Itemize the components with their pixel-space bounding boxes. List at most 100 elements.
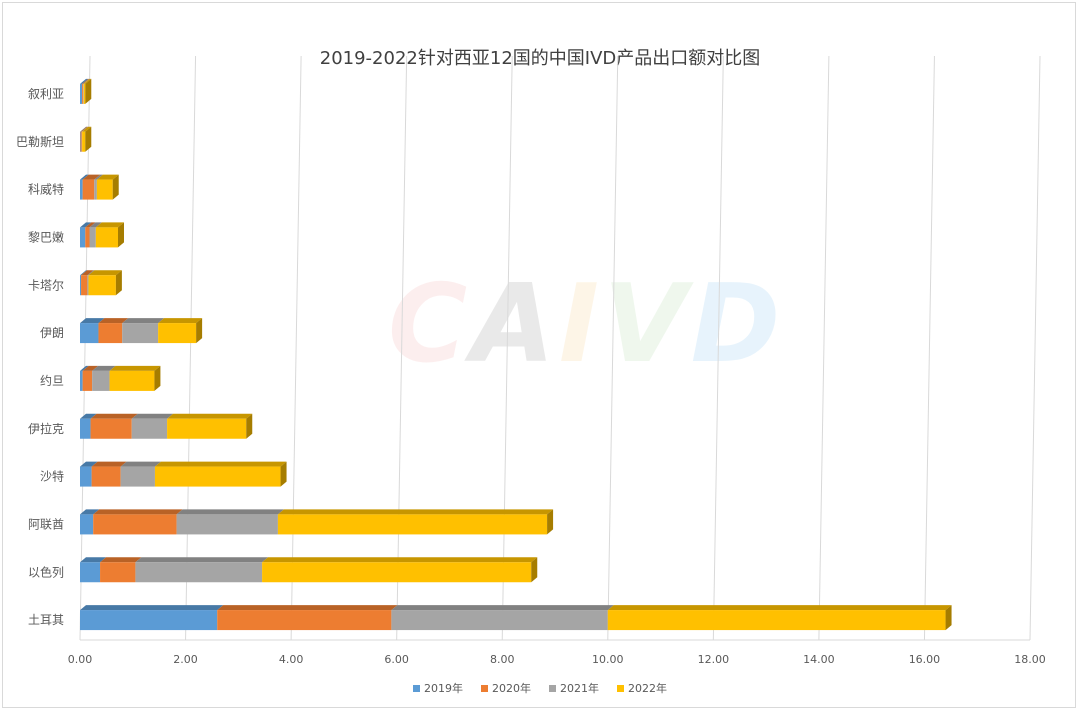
bar-segment-top: [262, 557, 538, 563]
bar-segment-top: [120, 461, 161, 467]
bar-segment: [80, 514, 94, 535]
legend-item: 2021年: [549, 680, 599, 696]
bar-segment: [80, 227, 86, 248]
gridline: [923, 55, 935, 641]
bar-segment: [80, 131, 82, 152]
bar-segment-side: [531, 557, 538, 583]
bar-segment: [80, 131, 81, 152]
bar-segment-top: [80, 126, 88, 132]
category-label: 伊拉克: [28, 421, 64, 436]
legend-swatch: [413, 684, 420, 692]
bar-segment-top: [80, 318, 105, 324]
bar-segment: [277, 514, 548, 535]
bar-segment-side: [196, 318, 203, 344]
bar-segment-top: [82, 78, 90, 84]
x-tick-label: 6.00: [384, 653, 409, 666]
bar-segment-top: [85, 222, 96, 228]
category-label: 沙特: [40, 469, 64, 484]
bar-segment-top: [82, 126, 92, 132]
x-tick-label: 2.00: [173, 653, 198, 666]
gridline: [607, 55, 619, 641]
bar-segment: [83, 83, 84, 104]
x-tick-label: 14.00: [803, 653, 835, 666]
bar-segment: [135, 562, 263, 583]
bar-segment: [82, 131, 86, 152]
bar-segment-top: [95, 222, 124, 228]
bar-segment-top: [98, 318, 129, 324]
bar-segment-side: [945, 605, 952, 631]
bar-segment-side: [85, 126, 92, 152]
bar-segment: [85, 227, 90, 248]
gridline: [501, 55, 513, 641]
bar-segment: [81, 131, 83, 152]
bar-segment: [89, 227, 96, 248]
bar-segment-side: [115, 270, 122, 296]
bar-segment-top: [81, 270, 94, 276]
bar-segment-top: [100, 557, 142, 563]
bar-segment: [120, 466, 155, 487]
gridline: [290, 55, 302, 641]
bar-segment-top: [154, 461, 287, 467]
legend-item: 2022年: [617, 680, 667, 696]
bar-segment-side: [280, 461, 287, 487]
bar-segment-top: [277, 509, 554, 515]
bar-segment: [87, 275, 89, 296]
bar-segment: [80, 562, 101, 583]
bar-segment-top: [87, 270, 95, 276]
bar-segment: [80, 610, 218, 631]
bar-segment: [167, 418, 247, 439]
bar-segment: [109, 370, 155, 391]
legend-item: 2020年: [481, 680, 531, 696]
legend-label: 2021年: [560, 682, 599, 695]
bar-segment-top: [88, 270, 122, 276]
bar-segment: [98, 323, 123, 344]
bar-segment: [94, 179, 97, 200]
legend-item: 2019年: [413, 680, 463, 696]
category-label: 科威特: [28, 182, 64, 197]
chart-legend: 2019年 2020年 2021年 2022年: [0, 680, 1080, 696]
bar-segment-side: [118, 222, 124, 248]
bar-segment: [88, 275, 116, 296]
legend-swatch: [481, 684, 488, 692]
x-tick-label: 16.00: [909, 653, 941, 666]
gridline: [185, 55, 197, 641]
bar-segment-top: [82, 174, 101, 180]
bar-segment: [391, 610, 608, 631]
bar-segment: [217, 610, 392, 631]
category-label: 以色列: [28, 565, 64, 579]
x-tick-label: 18.00: [1014, 653, 1046, 666]
bar-segment-top: [391, 605, 614, 611]
bar-segment: [90, 418, 132, 439]
bar-segment-side: [154, 365, 161, 391]
category-label: 卡塔尔: [28, 277, 64, 292]
bar-segment-top: [82, 365, 99, 371]
gridline: [818, 55, 830, 641]
category-label: 约旦: [40, 373, 64, 388]
bar-segment-side: [112, 174, 119, 200]
bar-segment-top: [89, 222, 102, 228]
bar-segment-top: [80, 270, 88, 276]
bar-segment-side: [547, 509, 554, 535]
bar-segment-top: [80, 126, 87, 132]
chart-title: 2019-2022针对西亚12国的中国IVD产品出口额对比图: [319, 48, 761, 69]
bar-segment: [93, 514, 177, 535]
bar-segment: [262, 562, 532, 583]
bar-segment-top: [96, 174, 119, 180]
legend-swatch: [549, 684, 556, 692]
bar-segment: [83, 83, 86, 104]
x-tick-label: 12.00: [698, 653, 730, 666]
bar-segment-top: [131, 413, 174, 419]
bar-segment-top: [109, 365, 161, 371]
x-tick-label: 10.00: [592, 653, 624, 666]
gridline: [712, 55, 724, 641]
bar-segment: [91, 466, 121, 487]
bar-segment: [96, 179, 113, 200]
x-tick-label: 8.00: [490, 653, 515, 666]
legend-label: 2020年: [492, 682, 531, 695]
bar-segment-top: [80, 78, 89, 84]
bar-segment: [176, 514, 278, 535]
bar-segment-top: [80, 174, 89, 180]
bar-segment: [100, 562, 136, 583]
bar-segment-top: [80, 413, 97, 419]
